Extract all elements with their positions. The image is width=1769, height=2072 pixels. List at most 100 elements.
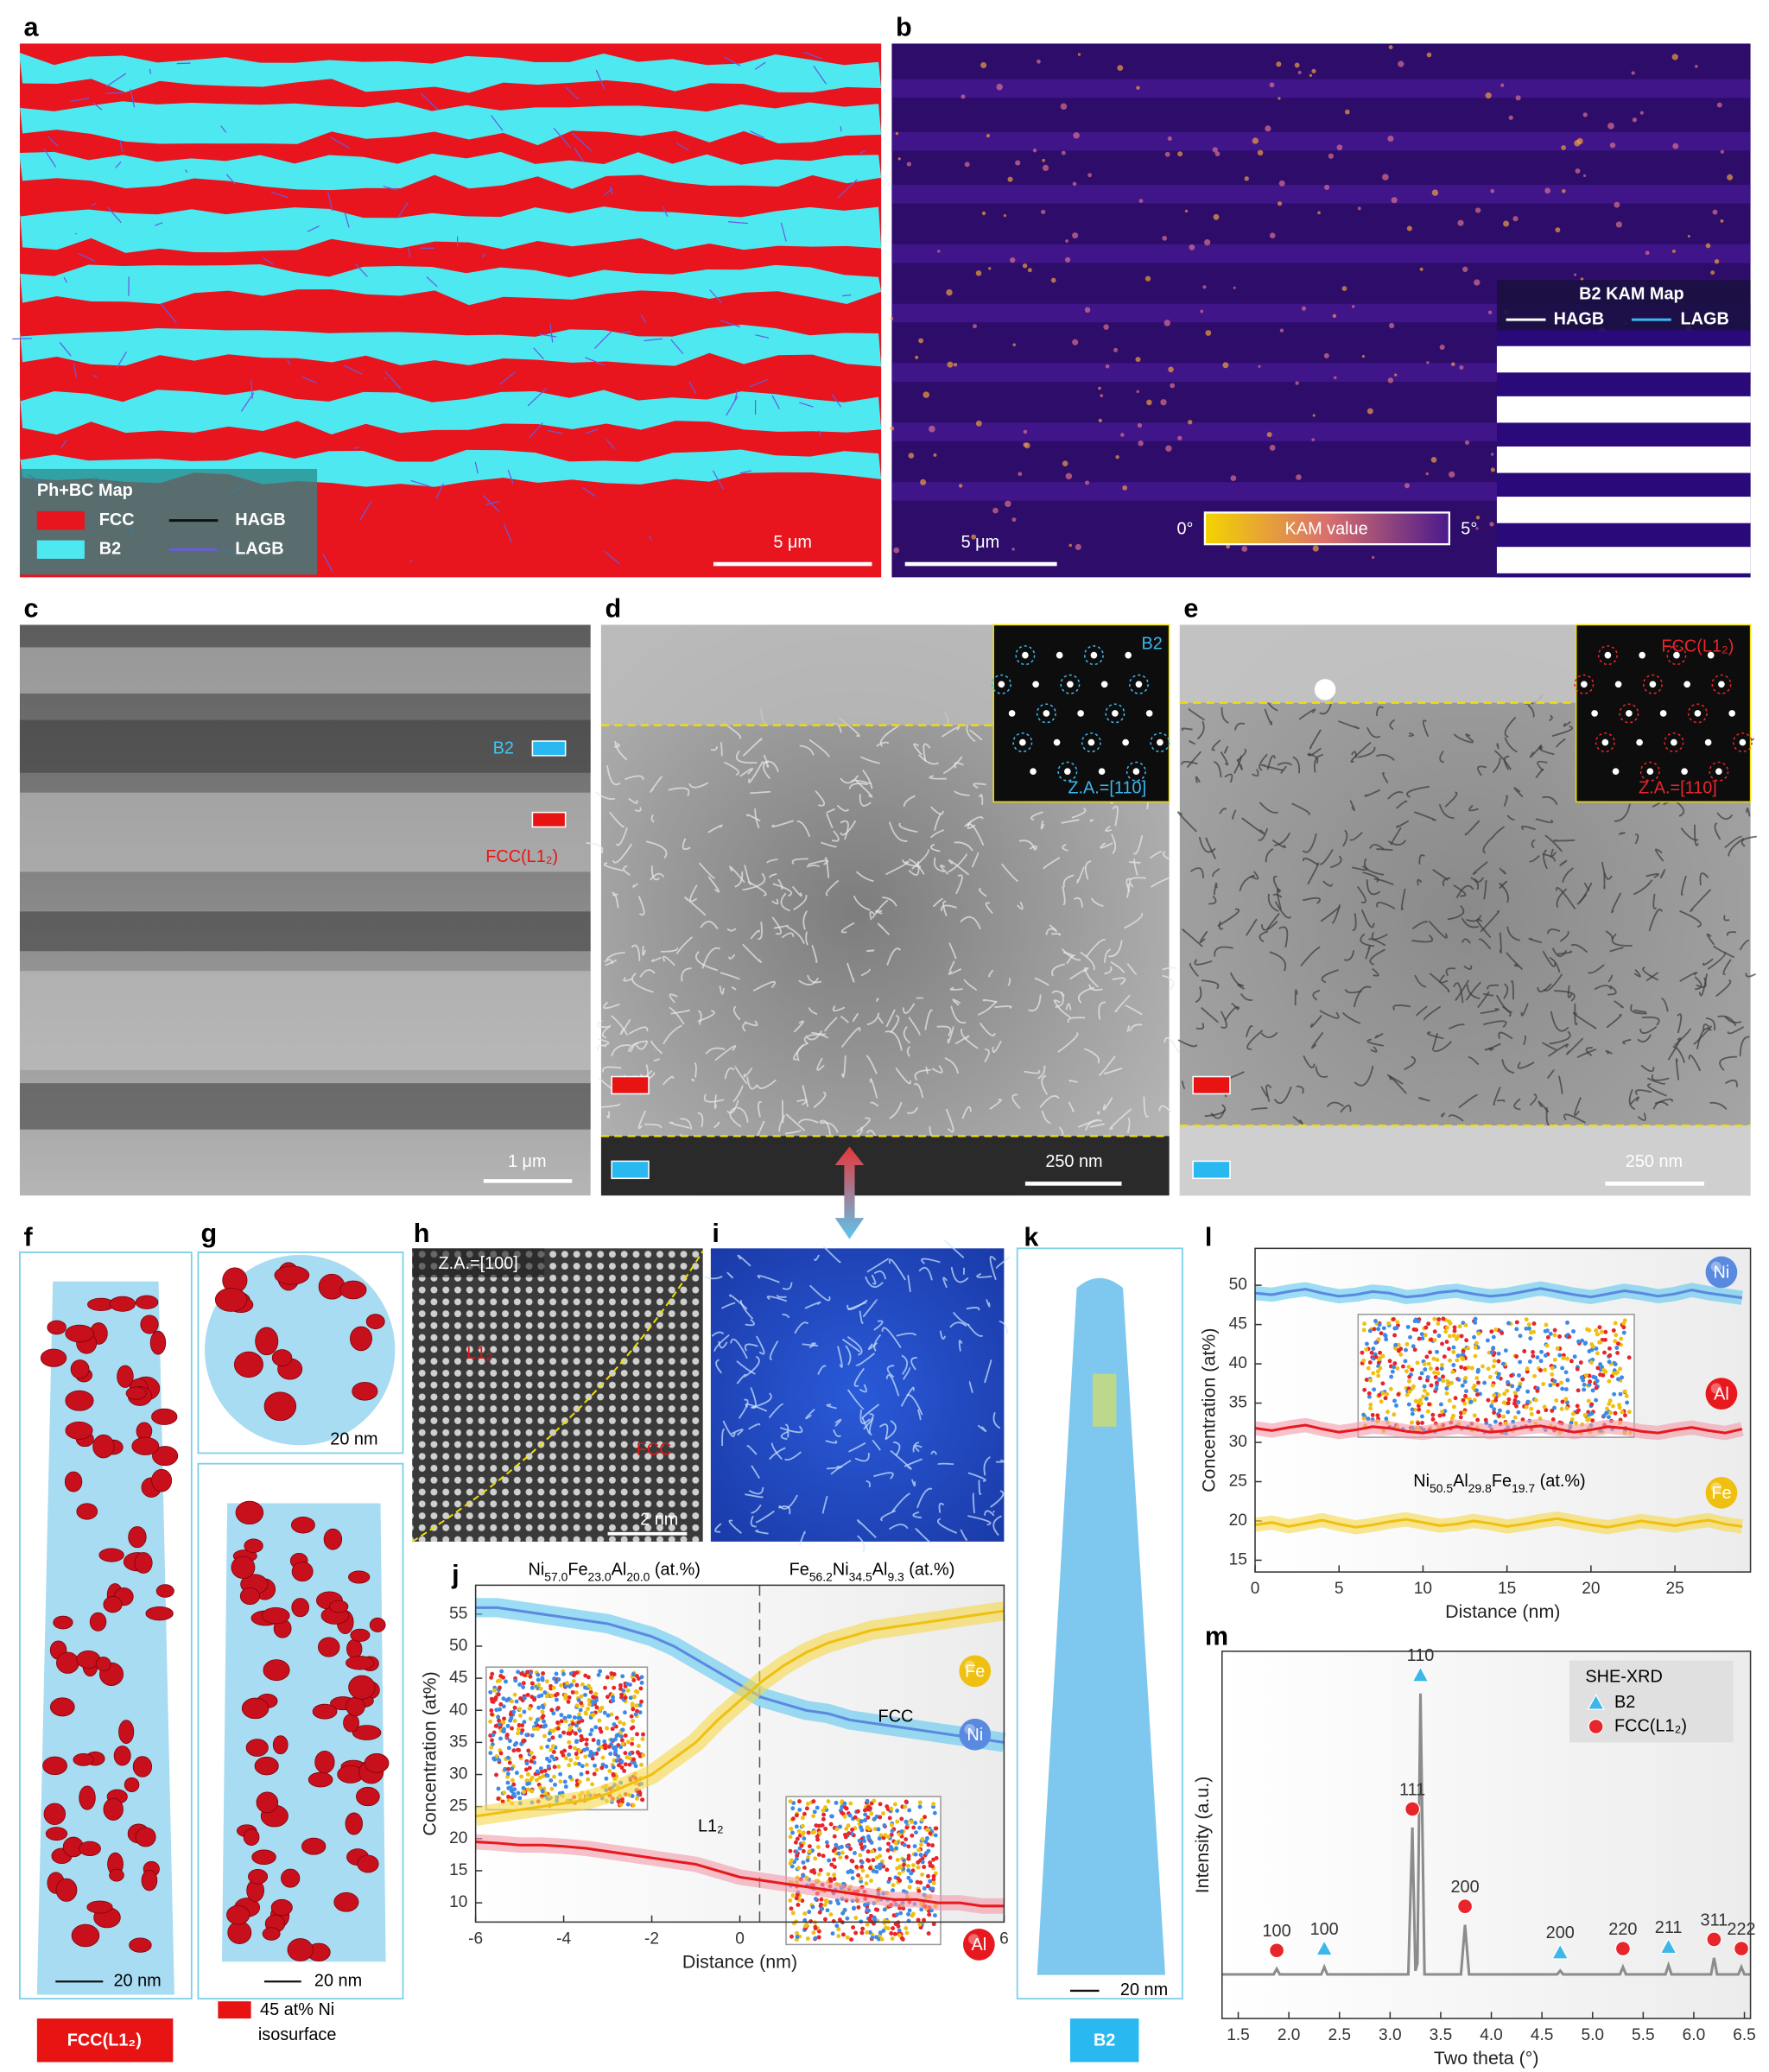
- atom: [1496, 1392, 1501, 1397]
- atom: [1485, 1338, 1490, 1343]
- atom: [573, 1731, 578, 1736]
- cell-wall: [1320, 906, 1341, 922]
- atom: [549, 1786, 555, 1791]
- cell-wall: [1477, 991, 1490, 1009]
- atom: [904, 1825, 910, 1830]
- atom: [1395, 1320, 1400, 1325]
- atom: [1564, 1400, 1569, 1405]
- atom: [490, 1738, 494, 1743]
- cell-wall: [1680, 875, 1687, 896]
- kam-spot: [1426, 52, 1432, 58]
- atom: [605, 1675, 610, 1680]
- precipitate: [314, 1751, 335, 1774]
- atom: [550, 1744, 555, 1749]
- atom: [561, 1671, 566, 1676]
- cell-wall: [628, 1026, 649, 1035]
- cell-wall: [1548, 1043, 1569, 1057]
- cell-wall: [796, 1099, 808, 1106]
- cell-wall: [867, 1342, 878, 1351]
- cell-wall: [720, 742, 723, 757]
- atom: [1384, 1416, 1389, 1422]
- cell-wall: [700, 921, 719, 930]
- cell-wall: [809, 1284, 831, 1302]
- cell-wall: [1470, 877, 1480, 890]
- kam-spot: [1072, 181, 1077, 187]
- atom: [586, 1777, 591, 1782]
- atom: [926, 1828, 931, 1833]
- kam-spot: [1276, 61, 1282, 67]
- atom: [790, 1816, 796, 1822]
- cell-wall: [979, 794, 984, 805]
- atom: [606, 1744, 612, 1749]
- cell-wall: [1126, 883, 1131, 898]
- kam-spot: [1544, 187, 1551, 194]
- grain-boundary: [538, 333, 557, 338]
- atom: [1461, 1352, 1466, 1357]
- cell-wall: [768, 873, 777, 878]
- atom: [1602, 1350, 1607, 1355]
- phase-label: B2: [493, 738, 514, 757]
- cell-wall: [751, 1465, 761, 1480]
- cell-wall: [736, 1360, 756, 1375]
- atom: [571, 1678, 576, 1683]
- atom: [885, 1926, 891, 1931]
- atom: [558, 1733, 562, 1739]
- phase-annotation: L1₂: [698, 1817, 724, 1836]
- atom: [1496, 1372, 1501, 1377]
- cell-wall: [825, 1440, 838, 1444]
- precipitate: [348, 1675, 376, 1700]
- atom: [844, 1826, 849, 1831]
- cell-wall: [941, 904, 957, 912]
- cell-wall: [942, 726, 961, 738]
- atom: [1381, 1326, 1386, 1331]
- cell-wall: [1659, 869, 1666, 878]
- cell-wall: [1461, 917, 1480, 928]
- cell-wall: [1503, 755, 1510, 770]
- atom: [587, 1753, 593, 1758]
- atom: [574, 1782, 580, 1787]
- atom: [795, 1930, 800, 1936]
- atom: [859, 1864, 864, 1869]
- cell-wall: [940, 865, 949, 875]
- cell-wall: [784, 1451, 802, 1461]
- precipitate: [346, 1656, 375, 1670]
- cell-wall: [806, 865, 821, 868]
- cell-wall: [1181, 761, 1198, 765]
- cell-wall: [910, 1356, 917, 1371]
- atom: [552, 1774, 557, 1779]
- cell-wall: [1439, 750, 1445, 764]
- atom: [811, 1799, 816, 1804]
- atom: [599, 1765, 605, 1771]
- cell-wall: [1278, 926, 1289, 948]
- atom: [616, 1754, 621, 1759]
- atom: [576, 1761, 581, 1766]
- atom: [488, 1689, 493, 1695]
- cell-wall: [1415, 1005, 1428, 1017]
- atom: [539, 1769, 544, 1774]
- cell-wall: [1495, 994, 1513, 1013]
- atom: [1500, 1361, 1506, 1366]
- atom: [834, 1827, 840, 1832]
- cell-wall: [979, 887, 987, 897]
- cell-wall: [1611, 933, 1633, 947]
- cell-wall: [756, 1120, 765, 1137]
- atom: [1411, 1327, 1417, 1332]
- atom: [514, 1699, 519, 1704]
- cell-wall: [766, 1296, 788, 1302]
- atom: [892, 1802, 897, 1807]
- atom: [512, 1718, 517, 1723]
- kam-spot: [964, 162, 970, 168]
- atom: [567, 1763, 572, 1768]
- kam-spot: [1117, 65, 1124, 72]
- cell-wall: [906, 1046, 911, 1057]
- cell-wall: [1607, 985, 1617, 996]
- cell-wall: [1220, 1011, 1227, 1029]
- atom: [597, 1718, 602, 1723]
- atom: [883, 1833, 888, 1838]
- atom: [1416, 1421, 1421, 1426]
- inset-band: [1496, 345, 1751, 373]
- charts: -6-4-2024610152025303540455055Distance (…: [419, 1247, 1756, 2069]
- atom: [1451, 1333, 1456, 1338]
- kam-spot: [1609, 142, 1616, 149]
- atom: [843, 1834, 848, 1840]
